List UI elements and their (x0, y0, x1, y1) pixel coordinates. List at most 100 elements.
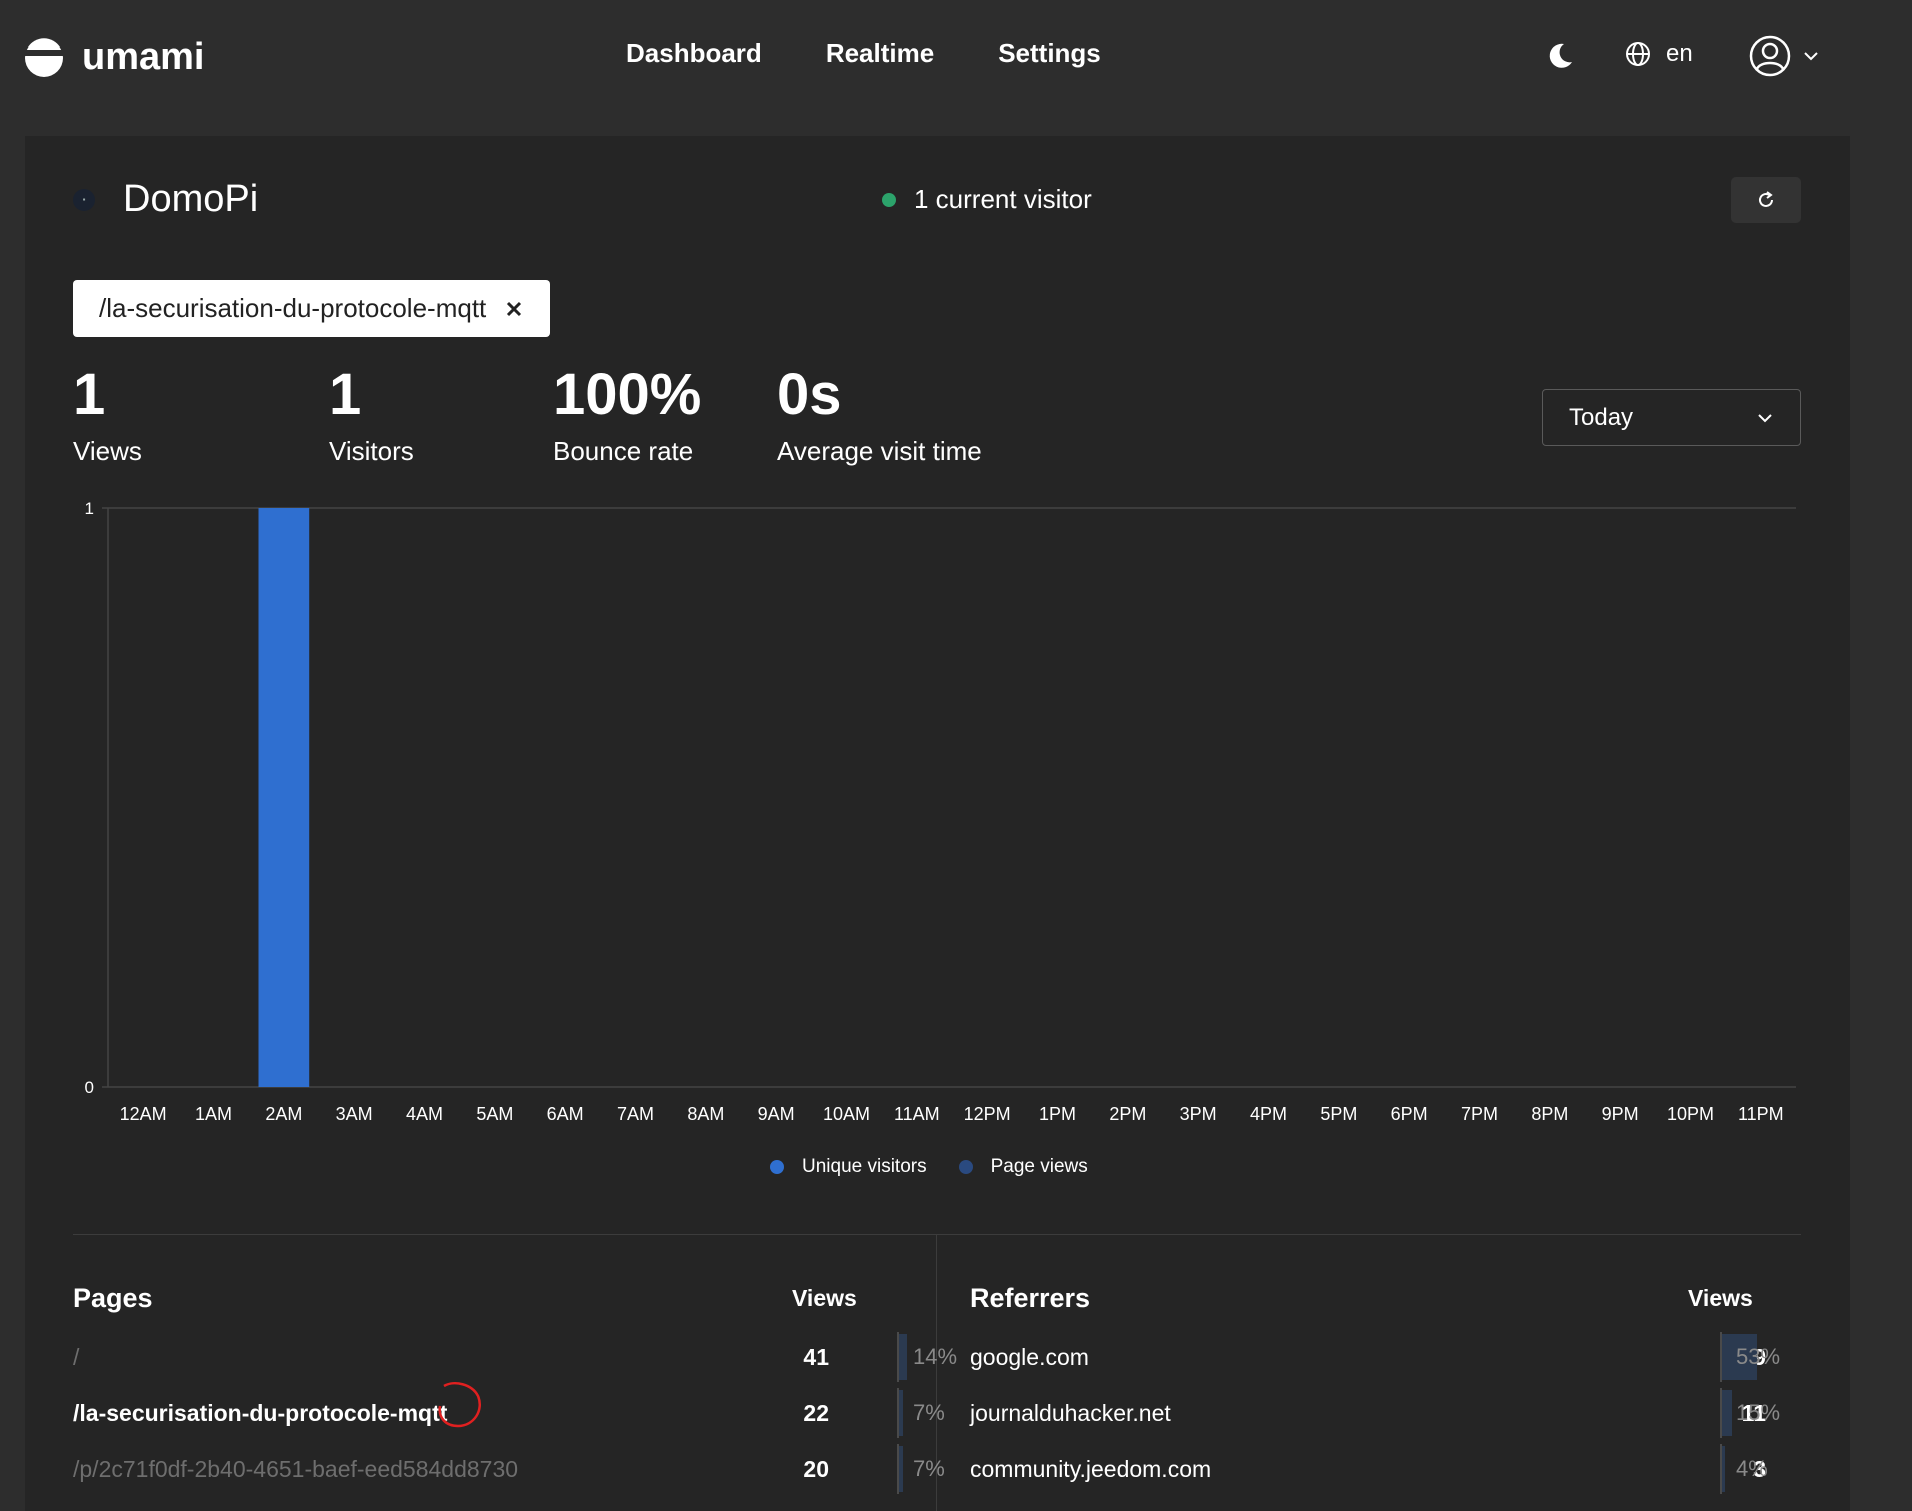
row-label[interactable]: community.jeedom.com (970, 1455, 1212, 1482)
row-label[interactable]: journalduhacker.net (970, 1399, 1171, 1426)
x-tick-label: 1AM (195, 1104, 232, 1124)
x-tick-label: 5AM (476, 1104, 513, 1124)
row-label[interactable]: /la-securisation-du-protocole-mqtt (73, 1399, 448, 1426)
x-tick-label: 12AM (120, 1104, 167, 1124)
row-label[interactable]: / (73, 1343, 80, 1370)
row-percent-bar (897, 1388, 957, 1438)
table-row[interactable]: / 41 14% (73, 1332, 957, 1382)
row-percent-bar-fill (1722, 1390, 1732, 1436)
metric-views-value: 1 (73, 362, 106, 427)
x-tick-label: 11AM (894, 1104, 940, 1124)
x-tick-label: 10AM (823, 1104, 870, 1124)
language-code: en (1666, 40, 1693, 67)
table-row[interactable]: google.com3953% (970, 1332, 1790, 1382)
globe-icon (1626, 42, 1650, 66)
x-tick-label: 1PM (1039, 1104, 1076, 1124)
nav-dashboard[interactable]: Dashboard (626, 38, 762, 68)
metric-visitors-value: 1 (329, 362, 362, 427)
language-button[interactable]: en (1624, 40, 1693, 68)
x-tick-label: 4PM (1250, 1104, 1287, 1124)
legend-dot-icon (770, 1160, 784, 1174)
x-tick-label: 7PM (1461, 1104, 1498, 1124)
user-avatar-icon (1749, 35, 1791, 77)
date-range-dropdown[interactable]: Today (1542, 389, 1801, 446)
legend-item[interactable]: Page views (958, 1156, 1088, 1178)
row-percent-bar-fill (899, 1390, 903, 1436)
row-percent: 7% (913, 1456, 945, 1481)
table-row[interactable]: community.jeedom.com 3 4% (970, 1444, 1790, 1494)
pageviews-bar-chart: 0 1 12AM 1AM 2AM 3AM 4AM 5AM 6AM 7AM 8AM 9AM 10AM 11A… (85, 499, 1796, 1124)
x-tick-label: 11PM (1738, 1104, 1784, 1124)
row-percent: 15% (1736, 1400, 1781, 1425)
x-tick-label: 12PM (964, 1104, 1011, 1124)
chart-legend: Unique visitors Page views (770, 1156, 1120, 1178)
row-percent-bar (897, 1444, 957, 1494)
legend-label: Unique visitors (802, 1156, 927, 1177)
x-tick-label: 9AM (758, 1104, 795, 1124)
bar-unique-visitors (258, 508, 310, 1087)
close-icon[interactable] (504, 299, 524, 319)
nav-realtime[interactable]: Realtime (825, 38, 935, 68)
metric-visit-time-label: Average visit time (777, 436, 982, 466)
x-tick-label: 3AM (336, 1104, 373, 1124)
row-label[interactable]: /p/2c71f0df-2b40-4651-baef-eed584dd8730 (73, 1455, 519, 1482)
x-tick-label: 4AM (406, 1104, 443, 1124)
table-row[interactable]: journalduhacker.net 11 15% (970, 1388, 1790, 1438)
row-percent-bar (1720, 1388, 1786, 1438)
row-label[interactable]: google.com (970, 1343, 1089, 1370)
date-range-value: Today (1569, 403, 1634, 431)
metric-visit-time-value: 0s (777, 362, 842, 427)
refresh-button[interactable] (1731, 177, 1801, 223)
app-logo[interactable]: umami (24, 36, 204, 79)
row-views-count: 41 (803, 1343, 829, 1370)
legend-item[interactable]: Unique visitors (770, 1156, 927, 1178)
referrers-table-title: Referrers (970, 1283, 1091, 1313)
url-filter-tag[interactable]: /la-securisation-du-protocole-mqtt (73, 280, 551, 337)
top-header: umami Dashboard Realtime Settings en (0, 0, 1912, 112)
site-favicon: ▪ (73, 188, 95, 211)
table-row[interactable]: /la-securisation-du-protocole-mqtt 22 7% (73, 1388, 945, 1438)
y-tick-label: 0 (85, 1078, 94, 1097)
metric-views-label: Views (73, 436, 142, 466)
theme-toggle-button[interactable] (1542, 38, 1578, 74)
current-visitors-label: 1 current visitor (914, 184, 1092, 214)
filter-path: /la-securisation-du-protocole-mqtt (99, 293, 487, 323)
x-tick-label: 2PM (1109, 1104, 1146, 1124)
legend-dot-icon (958, 1160, 973, 1174)
pages-views-header: Views (792, 1285, 857, 1311)
status-dot-icon (882, 192, 896, 207)
x-tick-label: 2AM (265, 1104, 302, 1124)
legend-label: Page views (990, 1156, 1088, 1177)
umami-logo-icon (24, 37, 64, 77)
metric-bounce-value: 100% (553, 362, 702, 427)
row-percent: 4% (1736, 1456, 1768, 1481)
user-menu-button[interactable] (1748, 34, 1820, 78)
row-percent: 53% (1736, 1344, 1781, 1369)
x-tick-label: 10PM (1667, 1104, 1714, 1124)
row-percent: 14% (913, 1344, 958, 1369)
section-divider (73, 1234, 1801, 1235)
row-views-count: 11 (1741, 1399, 1766, 1426)
x-tick-label: 6AM (547, 1104, 584, 1124)
annotation-circle (438, 1382, 481, 1428)
x-tick-label: 8AM (687, 1104, 724, 1124)
x-tick-label: 8PM (1531, 1104, 1568, 1124)
row-percent-bar-fill (899, 1334, 907, 1380)
nav-settings[interactable]: Settings (998, 38, 1101, 68)
website-details-panel (25, 136, 1850, 1511)
row-views-count: 3 (1753, 1455, 1766, 1482)
row-views-count: 22 (803, 1399, 829, 1426)
row-percent: 7% (913, 1400, 945, 1425)
active-visitors[interactable]: 1 current visitor (882, 184, 1092, 215)
main-nav: Dashboard Realtime Settings (626, 38, 1165, 69)
x-tick-label: 6PM (1391, 1104, 1428, 1124)
y-tick-label: 1 (85, 499, 94, 518)
row-percent-bar (1720, 1444, 1786, 1494)
row-percent-bar-fill (899, 1446, 903, 1492)
chevron-down-icon (1804, 52, 1818, 61)
row-percent-bar-fill (1722, 1334, 1757, 1380)
metric-views: 1 Views (73, 360, 142, 467)
table-row[interactable]: /p/2c71f0df-2b40-4651-baef-eed584dd8730 2… (73, 1444, 945, 1494)
website-header: ▪ DomoPi (73, 178, 258, 221)
row-views-count: 20 (803, 1455, 829, 1482)
